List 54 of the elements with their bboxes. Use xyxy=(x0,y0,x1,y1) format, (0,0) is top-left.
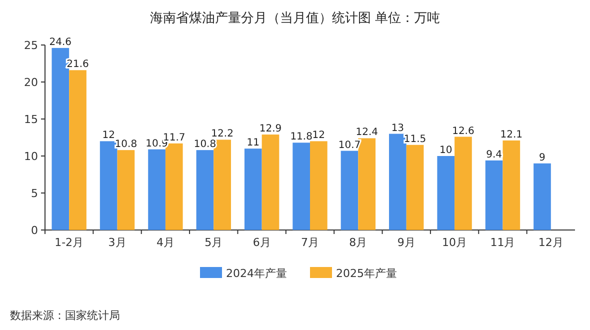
bar xyxy=(262,134,280,230)
bar xyxy=(406,144,424,230)
x-tick-label: 10月 xyxy=(442,236,468,249)
y-tick-label: 20 xyxy=(24,76,38,89)
data-label: 10 xyxy=(440,145,452,156)
x-tick-label: 6月 xyxy=(252,236,271,249)
bar xyxy=(454,136,472,230)
data-label: 12.1 xyxy=(500,129,523,140)
bar xyxy=(196,150,214,230)
data-label: 12.2 xyxy=(211,128,234,140)
y-tick-label: 15 xyxy=(24,113,38,126)
bar xyxy=(244,148,262,230)
bar xyxy=(389,134,406,230)
x-tick-label: 11月 xyxy=(490,236,516,249)
legend-label: 2024年产量 xyxy=(226,267,287,280)
chart-title: 海南省煤油产量分月（当月值）统计图 单位：万吨 xyxy=(150,11,440,26)
y-tick-label: 5 xyxy=(31,187,38,200)
data-label: 11.8 xyxy=(290,132,312,143)
bar xyxy=(100,141,118,230)
bar xyxy=(358,138,376,230)
bar xyxy=(534,163,551,230)
x-tick-label: 7月 xyxy=(301,236,319,249)
data-label: 12.6 xyxy=(452,126,474,137)
legend-label: 2025年产量 xyxy=(336,267,397,280)
y-tick-label: 25 xyxy=(24,39,38,52)
data-label: 11 xyxy=(246,138,260,149)
x-tick-label: 12月 xyxy=(538,236,564,249)
x-tick-label: 1-2月 xyxy=(54,236,84,249)
bar xyxy=(69,70,86,230)
data-label: 13 xyxy=(391,122,404,134)
data-label: 24.6 xyxy=(49,36,72,48)
data-label: 12.4 xyxy=(356,127,378,138)
data-label: 12.9 xyxy=(259,124,282,135)
bar xyxy=(437,156,455,230)
x-tick-label: 5月 xyxy=(204,236,223,249)
data-label: 9 xyxy=(539,152,546,164)
bar xyxy=(148,149,166,230)
bar xyxy=(485,160,503,230)
bar xyxy=(117,150,135,230)
bar xyxy=(502,140,520,230)
x-tick-label: 3月 xyxy=(108,236,126,249)
source-note: 数据来源：国家统计局 xyxy=(10,309,120,322)
data-label: 12 xyxy=(312,130,326,142)
bar xyxy=(310,141,328,230)
x-tick-label: 9月 xyxy=(397,236,416,249)
y-tick-label: 10 xyxy=(24,150,38,163)
data-label: 12 xyxy=(102,130,115,142)
y-tick-label: 0 xyxy=(31,224,38,237)
bar xyxy=(292,142,310,230)
bar xyxy=(340,150,358,230)
x-tick-label: 8月 xyxy=(349,236,368,249)
data-label: 9.4 xyxy=(486,149,502,160)
bar xyxy=(214,140,231,230)
x-tick-label: 4月 xyxy=(156,236,174,249)
